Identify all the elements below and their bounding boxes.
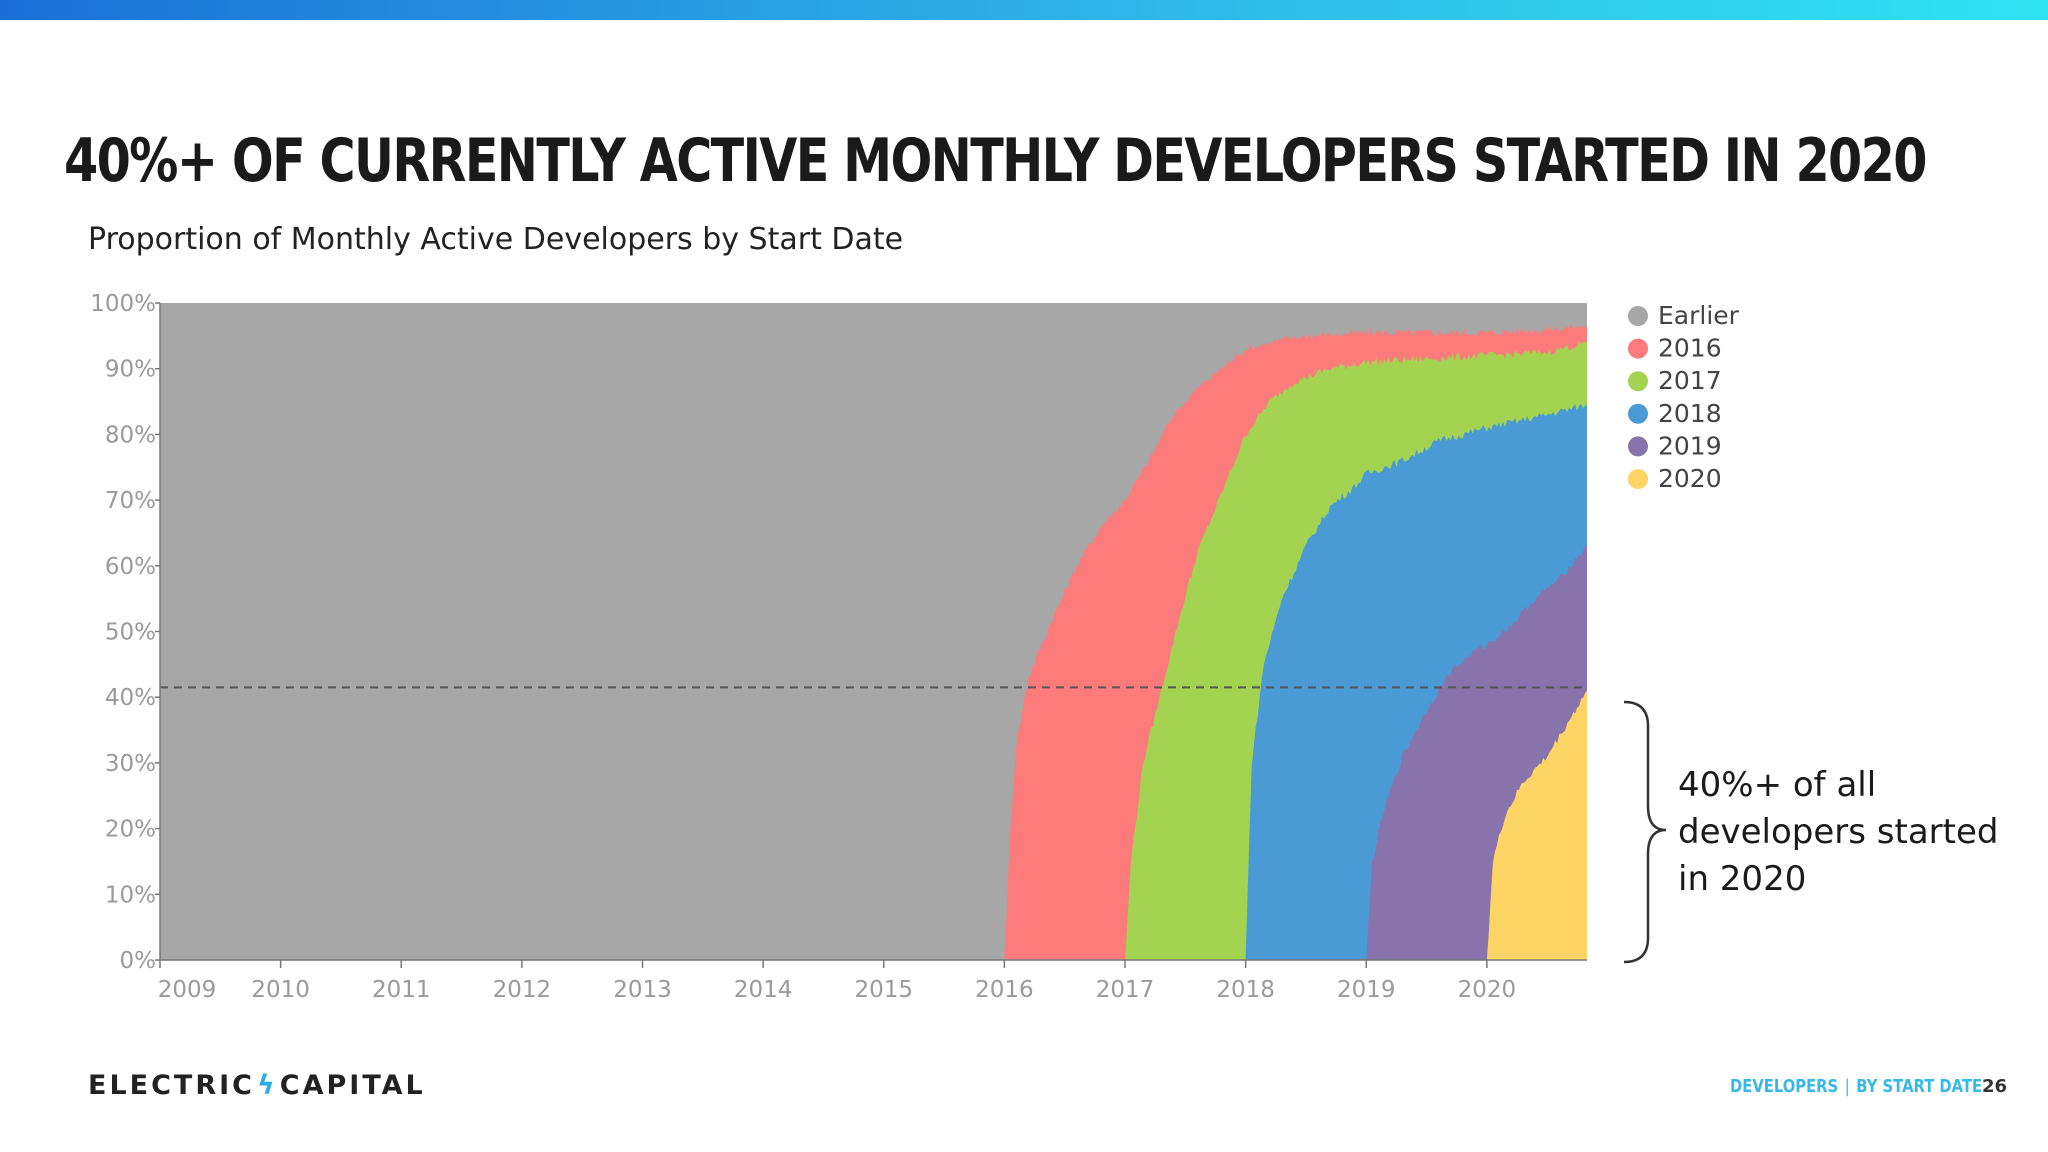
x-tick-label: 2011	[372, 977, 431, 1003]
brand-word-right: CAPITAL	[279, 1070, 426, 1101]
legend-swatch-2016	[1628, 338, 1648, 359]
y-tick-label: 90%	[105, 357, 156, 383]
y-tick-label: 20%	[105, 817, 156, 843]
top-accent-bar	[0, 0, 2048, 20]
x-tick-label: 2020	[1458, 977, 1517, 1003]
footer-breadcrumb: Developers | By Start Date	[1730, 1076, 1982, 1097]
y-tick-label: 100%	[90, 291, 156, 317]
chart-title: Proportion of Monthly Active Developers …	[88, 222, 904, 257]
footer-subsection-label: By Start Date	[1856, 1076, 1983, 1097]
y-tick-label: 60%	[105, 554, 156, 580]
legend-label-earlier: Earlier	[1658, 301, 1740, 330]
x-tick-label: 2012	[493, 977, 552, 1003]
x-tick-label: 2016	[975, 977, 1034, 1003]
x-tick-label: 2018	[1216, 977, 1275, 1003]
x-tick-label: 2009	[158, 977, 217, 1003]
brand-word-left: ELECTRIC	[88, 1070, 255, 1101]
area-series-2020	[1486, 690, 1587, 960]
x-tick-label: 2015	[854, 977, 913, 1003]
footer-section-label: Developers	[1730, 1076, 1839, 1097]
x-tick-label: 2013	[613, 977, 672, 1003]
x-tick-label: 2019	[1337, 977, 1396, 1003]
electric-capital-logo: ELECTRICϟCAPITAL	[88, 1070, 426, 1101]
y-tick-label: 10%	[105, 882, 156, 908]
legend-swatch-2020	[1628, 469, 1648, 489]
y-tick-label: 50%	[105, 620, 156, 646]
y-tick-label: 30%	[105, 751, 156, 777]
legend-label-2019: 2019	[1658, 431, 1722, 460]
annotation-brace	[1623, 700, 1667, 964]
x-tick-label: 2010	[251, 977, 310, 1003]
annotation-text: 40%+ of all developers started in 2020	[1678, 765, 1999, 899]
legend-swatch-2017	[1628, 371, 1648, 392]
chart-areas	[160, 303, 1587, 960]
legend-swatch-2019	[1628, 436, 1648, 457]
legend-swatch-earlier	[1628, 306, 1648, 326]
x-tick-label: 2017	[1096, 977, 1155, 1003]
y-tick-label: 40%	[105, 685, 156, 711]
y-tick-label: 0%	[120, 948, 157, 974]
page-number: 26	[1982, 1076, 2008, 1097]
lightning-bolt-icon: ϟ	[256, 1070, 278, 1101]
footer-separator: |	[1844, 1076, 1850, 1097]
chart-legend: Earlier 2016 2017 2018 2019 2020	[1628, 301, 1740, 493]
legend-swatch-2018	[1628, 403, 1648, 424]
legend-label-2017: 2017	[1658, 366, 1722, 395]
y-tick-label: 70%	[105, 488, 156, 514]
chart-axes: 0% 10% 20% 30% 40% 50% 60% 70% 80% 90% 100% 2009 201…	[90, 291, 1587, 1003]
legend-label-2020: 2020	[1658, 464, 1722, 493]
legend-label-2016: 2016	[1658, 334, 1722, 363]
legend-label-2018: 2018	[1658, 399, 1722, 428]
x-tick-label: 2014	[734, 977, 793, 1003]
y-tick-label: 80%	[105, 422, 156, 448]
